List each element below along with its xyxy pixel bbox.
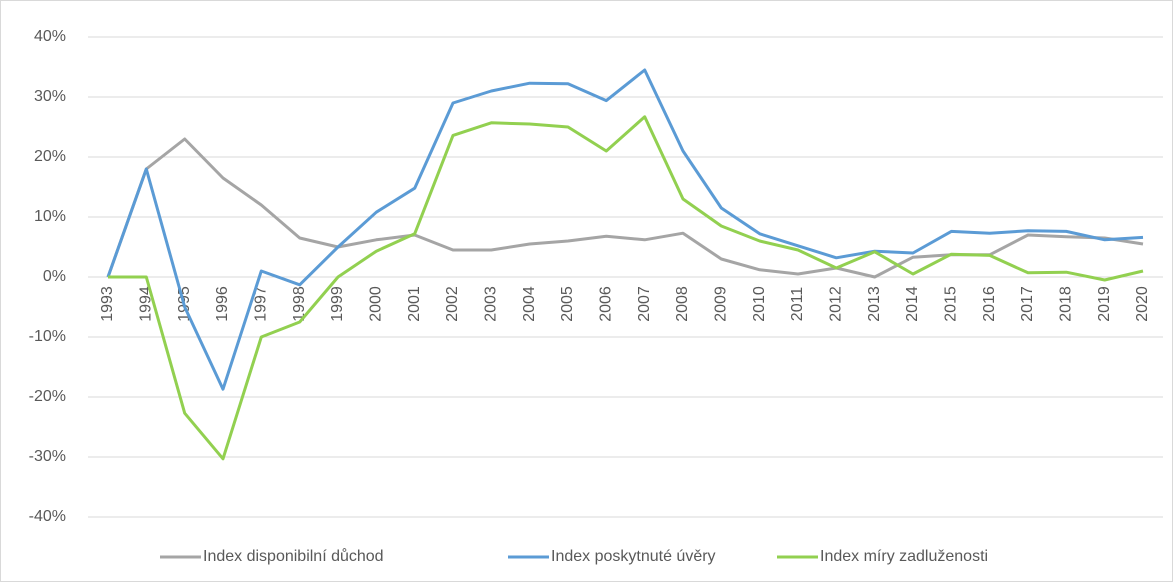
x-tick-label: 2007 (636, 286, 653, 322)
x-tick-label: 1999 (329, 286, 346, 322)
y-tick-label: 0% (43, 268, 66, 285)
y-tick-label: 30% (34, 88, 66, 105)
legend-label: Index míry zadluženosti (820, 548, 988, 565)
x-tick-label: 2019 (1096, 286, 1113, 322)
x-tick-label: 2014 (904, 286, 921, 322)
y-tick-label: 40% (34, 28, 66, 45)
x-tick-label: 1997 (253, 286, 270, 322)
x-tick-label: 2018 (1058, 286, 1075, 322)
x-tick-label: 2009 (713, 286, 730, 322)
legend-label: Index disponibilní důchod (203, 547, 384, 565)
x-tick-label: 2001 (406, 286, 423, 322)
x-tick-label: 2020 (1134, 286, 1151, 322)
series-line (106, 68, 1144, 391)
y-tick-label: 10% (34, 208, 66, 225)
y-tick-label: 20% (34, 148, 66, 165)
x-tick-label: 2002 (444, 286, 461, 322)
x-tick-label: 1993 (99, 286, 116, 322)
x-tick-label: 2006 (598, 286, 615, 322)
x-tick-label: 2008 (674, 286, 691, 322)
series-line (108, 115, 1144, 461)
y-tick-label: -10% (29, 328, 66, 345)
x-tick-label: 2011 (789, 287, 806, 322)
x-tick-label: 1998 (291, 286, 308, 322)
x-tick-label: 1996 (214, 286, 231, 322)
legend-label: Index poskytnuté úvěry (551, 548, 716, 565)
y-tick-label: -40% (29, 508, 66, 525)
x-tick-label: 2013 (866, 286, 883, 322)
y-tick-label: -20% (29, 388, 66, 405)
x-tick-label: 1994 (138, 286, 155, 322)
x-tick-label: 2003 (483, 286, 500, 322)
x-tick-label: 2000 (368, 286, 385, 322)
x-tick-label: 2017 (1019, 286, 1036, 322)
x-tick-label: 2015 (943, 286, 960, 322)
x-tick-label: 2010 (751, 286, 768, 322)
y-tick-label: -30% (29, 448, 66, 465)
x-tick-label: 2012 (828, 286, 845, 322)
x-tick-label: 2004 (521, 286, 538, 322)
x-tick-label: 2005 (559, 286, 576, 322)
x-tick-label: 2016 (981, 286, 998, 322)
